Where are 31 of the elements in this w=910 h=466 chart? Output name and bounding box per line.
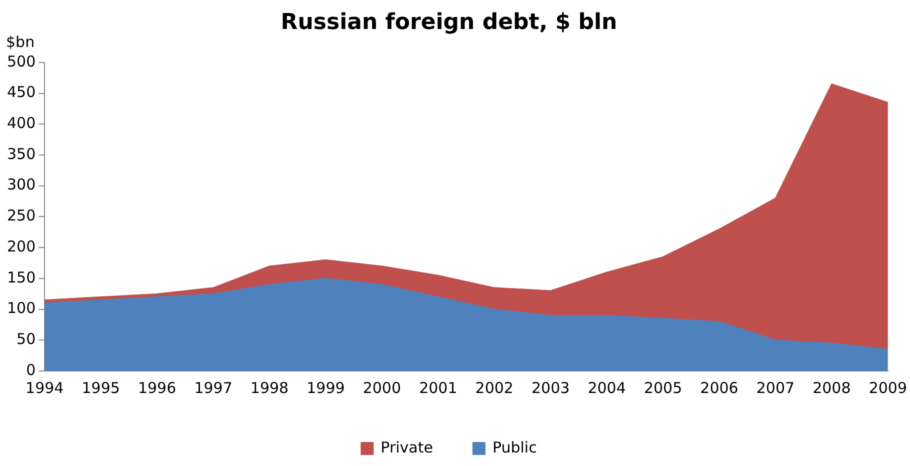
y-tick-label: 0 bbox=[26, 360, 36, 379]
y-tick-label: 500 bbox=[6, 52, 36, 70]
y-tick-label: 300 bbox=[6, 176, 36, 194]
y-tick-label: 450 bbox=[6, 83, 36, 102]
x-tick-label: 2007 bbox=[756, 378, 795, 397]
x-tick-label: 2004 bbox=[588, 378, 626, 397]
x-tick-label: 1999 bbox=[306, 378, 345, 397]
x-tick-label: 1997 bbox=[194, 378, 232, 397]
x-tick-label: 2002 bbox=[475, 378, 514, 397]
y-tick-label: 350 bbox=[6, 144, 36, 163]
x-tick-label: 2008 bbox=[812, 378, 851, 397]
x-tick-label: 2005 bbox=[644, 378, 682, 397]
x-tick-label: 1994 bbox=[26, 378, 64, 397]
y-tick-label: 100 bbox=[6, 299, 36, 318]
x-tick-label: 2003 bbox=[532, 378, 570, 397]
x-tick-label: 1996 bbox=[138, 378, 176, 397]
x-tick-label: 2006 bbox=[700, 378, 738, 397]
chart-title: Russian foreign debt, $ bln bbox=[280, 10, 618, 35]
x-tick-label: 1995 bbox=[82, 378, 120, 397]
x-tick-label: 2009 bbox=[868, 378, 908, 397]
legend-label: Private bbox=[380, 438, 433, 456]
y-tick-label: 250 bbox=[6, 206, 36, 225]
y-tick-label: 200 bbox=[6, 237, 36, 256]
y-axis-title: $bn bbox=[6, 32, 35, 51]
y-tick-label: 400 bbox=[6, 114, 36, 132]
legend-label: Public bbox=[492, 438, 537, 456]
y-tick-label: 150 bbox=[6, 268, 36, 286]
y-tick-label: 50 bbox=[16, 330, 36, 348]
x-tick-label: 2000 bbox=[362, 378, 402, 397]
x-tick-label: 2001 bbox=[419, 378, 458, 397]
x-tick-label: 1998 bbox=[250, 378, 289, 397]
